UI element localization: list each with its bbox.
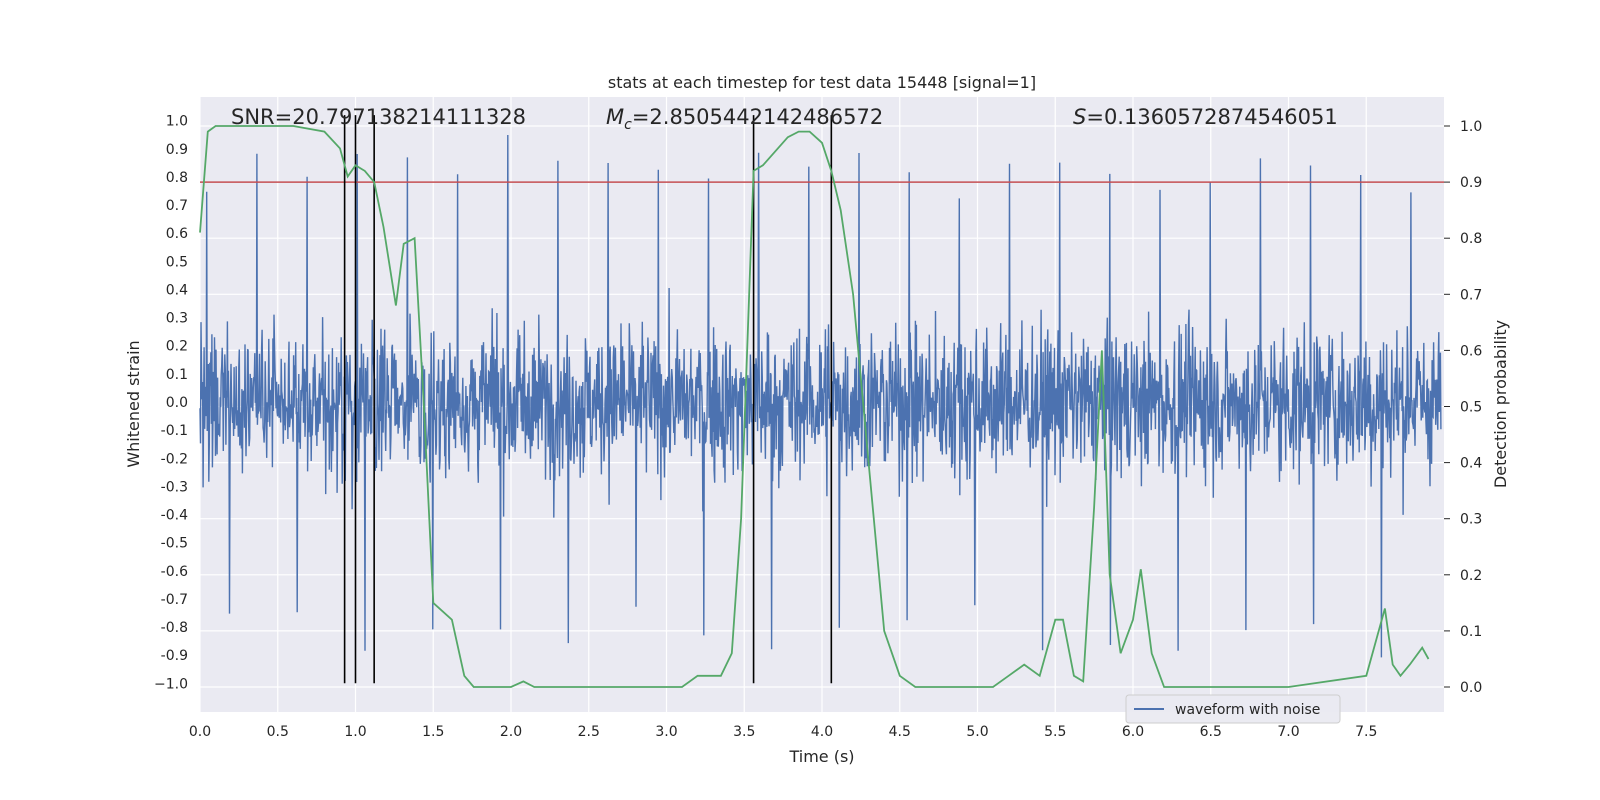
y-tick-label: 0.1	[166, 367, 188, 383]
y-tick-label: 0.2	[166, 339, 188, 355]
y-tick-label: 0.3	[166, 311, 188, 327]
y-axis-right-label: Detection probability	[1491, 320, 1510, 488]
y-tick-label: 0.7	[166, 198, 188, 214]
x-tick-label: 7.5	[1355, 724, 1377, 740]
chirp-mass-subscript: c	[624, 117, 632, 133]
snr-annotation: SNR=20.797138214111328	[231, 105, 526, 129]
chart-title: stats at each timestep for test data 154…	[608, 73, 1036, 92]
y-tick-label: 0.6	[166, 226, 188, 242]
chirp-mass-annotation: Mc=2.8505442142486572	[606, 105, 883, 133]
y-right-tick-label: 0.6	[1460, 343, 1482, 359]
x-tick-label: 2.5	[578, 724, 600, 740]
x-tick-label: 6.5	[1200, 724, 1222, 740]
ticks: 0.0 0.5 1.0 1.5 2.0 2.5 3.0 3.5 4.0 4.5 5.0 5.5 6.0 6…	[154, 114, 1482, 740]
waveform-line	[199, 134, 1442, 658]
x-tick-label: 3.0	[655, 724, 677, 740]
x-tick-label: 3.5	[733, 724, 755, 740]
y-right-tick-label: 0.9	[1460, 175, 1482, 191]
y-tick-label: -0.8	[161, 620, 188, 636]
legend-box	[1125, 694, 1341, 724]
y-tick-label: -0.4	[161, 508, 188, 524]
y-tick-label: -0.6	[161, 564, 188, 580]
s-annotation: S=0.1360572874546051	[1073, 105, 1338, 129]
y-tick-label: -0.9	[161, 648, 188, 664]
x-tick-label: 4.0	[811, 724, 833, 740]
y-right-tick-label: 0.3	[1460, 512, 1482, 528]
y-tick-label: -0.7	[161, 592, 188, 608]
s-symbol: S	[1073, 105, 1086, 129]
s-value: =0.1360572874546051	[1086, 105, 1337, 129]
x-tick-label: 1.5	[422, 724, 444, 740]
legend-label: waveform with noise	[1175, 702, 1320, 718]
y-tick-label: 0.9	[166, 142, 188, 158]
chirp-mass-symbol: M	[606, 105, 624, 129]
x-tick-label: 7.0	[1277, 724, 1299, 740]
x-tick-label: 0.5	[267, 724, 289, 740]
y-tick-label: -0.5	[161, 536, 188, 552]
y-tick-label: -0.1	[161, 423, 188, 439]
x-axis-label: Time (s)	[788, 747, 854, 766]
y-tick-label: 1.0	[166, 114, 188, 130]
y-tick-label: 0.8	[166, 170, 188, 186]
legend: waveform with noise	[1125, 694, 1341, 724]
probability-series	[199, 125, 1430, 688]
y-right-tick-label: 0.4	[1460, 456, 1482, 472]
y-tick-label: -0.2	[161, 451, 188, 467]
y-right-tick-label: 0.7	[1460, 287, 1482, 303]
y-right-tick-label: 0.1	[1460, 624, 1482, 640]
x-tick-label: 2.0	[500, 724, 522, 740]
x-tick-label: 5.0	[966, 724, 988, 740]
x-tick-label: 5.5	[1044, 724, 1066, 740]
chirp-mass-value: =2.8505442142486572	[632, 105, 883, 129]
y-right-tick-label: 0.0	[1460, 680, 1482, 696]
y-tick-label: 0.0	[166, 395, 188, 411]
y-right-tick-label: 1.0	[1460, 119, 1482, 135]
x-tick-label: 1.0	[344, 724, 366, 740]
x-tick-label: 6.0	[1122, 724, 1144, 740]
x-tick-label: 4.5	[889, 724, 911, 740]
waveform-series	[199, 134, 1442, 658]
y-tick-label: −1.0	[154, 676, 188, 692]
y-tick-label: 0.4	[166, 282, 188, 298]
x-tick-label: 0.0	[189, 724, 211, 740]
probability-line	[199, 125, 1430, 688]
y-tick-label: -0.3	[161, 479, 188, 495]
y-right-tick-label: 0.5	[1460, 400, 1482, 416]
y-right-tick-label: 0.8	[1460, 231, 1482, 247]
y-axis-label: Whitened strain	[124, 340, 143, 467]
overlays	[200, 115, 1444, 684]
y-tick-label: 0.5	[166, 254, 188, 270]
y-right-tick-label: 0.2	[1460, 568, 1482, 584]
